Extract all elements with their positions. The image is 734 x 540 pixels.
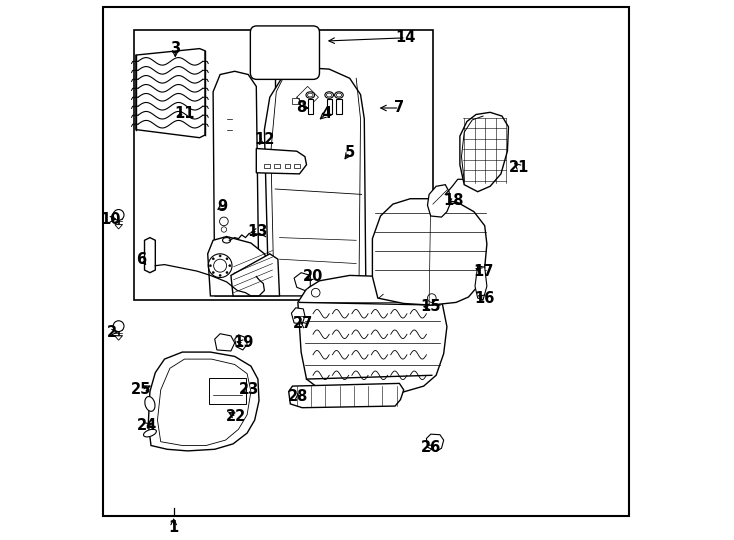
Text: 20: 20 bbox=[303, 269, 323, 284]
Text: 7: 7 bbox=[394, 100, 404, 116]
Text: 1: 1 bbox=[169, 519, 179, 535]
Polygon shape bbox=[298, 275, 447, 395]
Ellipse shape bbox=[308, 93, 313, 97]
Bar bbox=[292, 98, 299, 104]
Polygon shape bbox=[256, 148, 307, 174]
Polygon shape bbox=[294, 273, 310, 291]
Circle shape bbox=[226, 272, 228, 274]
Text: 5: 5 bbox=[344, 145, 355, 160]
Polygon shape bbox=[115, 225, 123, 229]
Ellipse shape bbox=[325, 92, 333, 98]
Text: 15: 15 bbox=[421, 299, 441, 314]
Text: 25: 25 bbox=[131, 382, 151, 397]
Circle shape bbox=[113, 210, 124, 220]
Polygon shape bbox=[475, 266, 487, 300]
Polygon shape bbox=[115, 336, 123, 340]
Text: 12: 12 bbox=[254, 132, 275, 147]
Text: 27: 27 bbox=[293, 316, 313, 332]
Text: 19: 19 bbox=[233, 335, 254, 350]
Text: 17: 17 bbox=[473, 264, 493, 279]
Polygon shape bbox=[231, 254, 280, 296]
Polygon shape bbox=[235, 335, 247, 350]
Polygon shape bbox=[136, 49, 205, 138]
Polygon shape bbox=[158, 359, 251, 446]
Polygon shape bbox=[148, 352, 259, 451]
Ellipse shape bbox=[143, 429, 156, 437]
Ellipse shape bbox=[336, 93, 341, 97]
Polygon shape bbox=[208, 237, 270, 296]
Text: 21: 21 bbox=[509, 160, 529, 175]
Ellipse shape bbox=[145, 396, 155, 411]
Text: 18: 18 bbox=[443, 193, 464, 208]
Bar bbox=[327, 99, 332, 114]
Bar bbox=[294, 164, 299, 168]
Text: 8: 8 bbox=[296, 100, 306, 116]
Circle shape bbox=[219, 274, 221, 276]
Text: 2: 2 bbox=[107, 325, 117, 340]
Text: 10: 10 bbox=[101, 212, 121, 227]
Text: 4: 4 bbox=[321, 106, 332, 121]
Bar bbox=[285, 164, 291, 168]
Ellipse shape bbox=[306, 92, 315, 98]
Bar bbox=[308, 99, 313, 114]
Bar bbox=[264, 164, 270, 168]
Text: 9: 9 bbox=[217, 199, 228, 214]
Circle shape bbox=[226, 258, 228, 260]
Circle shape bbox=[212, 272, 214, 274]
Ellipse shape bbox=[335, 92, 344, 98]
Ellipse shape bbox=[327, 93, 332, 97]
Text: 24: 24 bbox=[137, 418, 157, 433]
Text: 26: 26 bbox=[421, 440, 441, 455]
Polygon shape bbox=[372, 199, 487, 305]
Text: 16: 16 bbox=[475, 291, 495, 306]
Text: 28: 28 bbox=[288, 389, 308, 404]
Text: 6: 6 bbox=[137, 252, 146, 267]
Polygon shape bbox=[426, 434, 443, 451]
Text: 14: 14 bbox=[396, 30, 416, 45]
Polygon shape bbox=[213, 71, 259, 296]
Bar bbox=[336, 99, 341, 114]
Polygon shape bbox=[460, 112, 509, 192]
Circle shape bbox=[219, 255, 221, 257]
Text: 22: 22 bbox=[226, 409, 247, 424]
Circle shape bbox=[229, 265, 231, 267]
Text: 13: 13 bbox=[248, 224, 268, 239]
Bar bbox=[134, 30, 433, 300]
Bar bbox=[209, 378, 246, 404]
Polygon shape bbox=[264, 68, 366, 296]
Text: 23: 23 bbox=[239, 382, 259, 397]
Circle shape bbox=[212, 258, 214, 260]
Polygon shape bbox=[291, 308, 305, 324]
Circle shape bbox=[113, 321, 124, 332]
Bar bbox=[274, 164, 280, 168]
Text: 3: 3 bbox=[170, 41, 181, 56]
Circle shape bbox=[209, 265, 211, 267]
Polygon shape bbox=[215, 334, 235, 351]
Polygon shape bbox=[145, 238, 156, 273]
Polygon shape bbox=[288, 383, 404, 408]
Text: 11: 11 bbox=[174, 106, 195, 121]
Polygon shape bbox=[427, 185, 451, 217]
FancyBboxPatch shape bbox=[250, 26, 319, 79]
